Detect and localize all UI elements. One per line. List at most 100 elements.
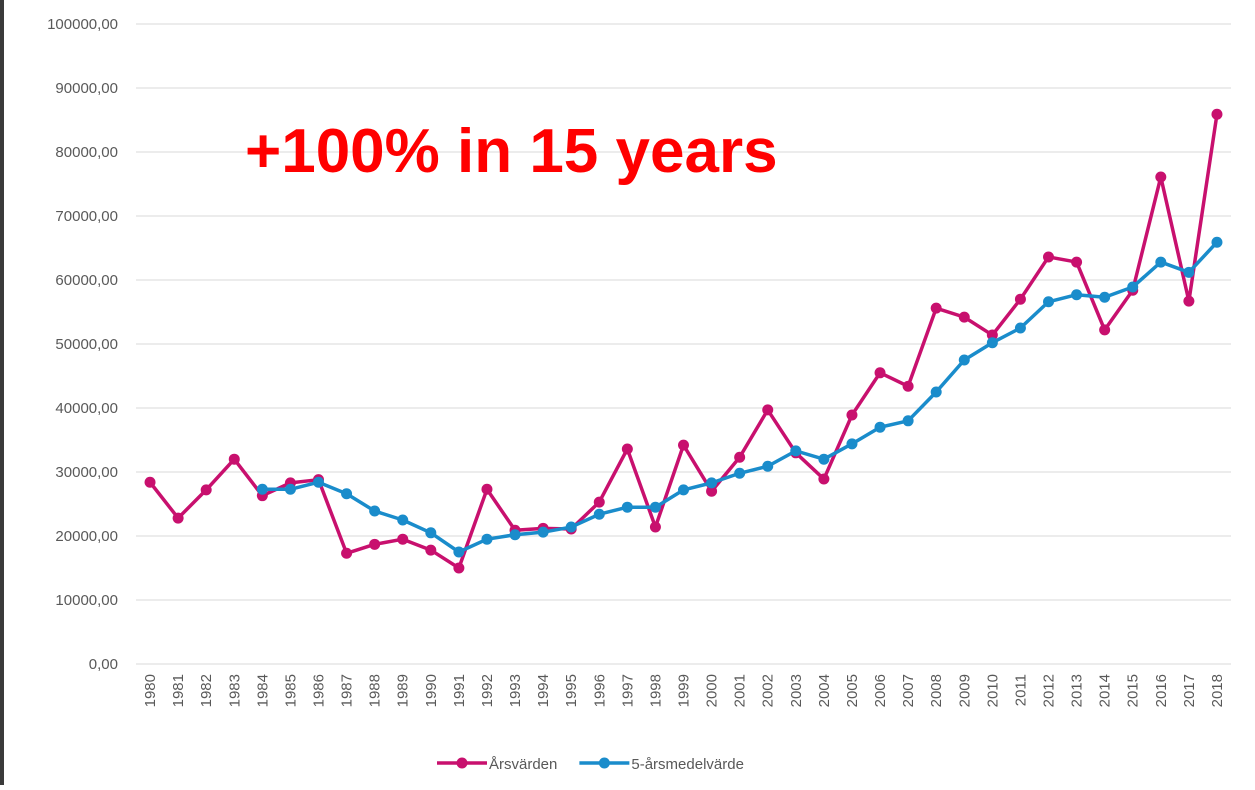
data-point [200,484,212,496]
x-tick-label: 2014 [1097,674,1114,707]
data-point [762,460,774,472]
y-tick-label: 50000,00 [55,336,118,353]
legend-label: Årsvärden [489,756,557,773]
data-point [341,488,353,500]
data-point [1183,295,1195,307]
data-point [1099,291,1111,303]
data-point [481,533,493,545]
data-point [902,380,914,392]
data-point [1155,256,1167,268]
data-point [1127,281,1139,293]
x-tick-label: 1997 [619,674,636,707]
x-tick-label: 1994 [535,674,552,707]
x-tick-label: 2005 [844,674,861,707]
y-tick-label: 40000,00 [55,400,118,417]
y-tick-label: 80000,00 [55,144,118,161]
data-point [874,367,886,379]
y-tick-label: 20000,00 [55,528,118,545]
x-tick-label: 1995 [563,674,580,707]
data-point [397,533,409,545]
data-point [425,527,437,539]
x-tick-label: 1999 [676,674,693,707]
data-point [734,467,746,479]
x-tick-label: 2009 [956,674,973,707]
data-point [228,453,240,465]
y-tick-label: 70000,00 [55,208,118,225]
data-point [256,483,268,495]
data-point [649,501,661,513]
data-point [874,421,886,433]
edge [0,0,4,785]
x-tick-label: 2000 [704,674,721,707]
x-tick-label: 1998 [647,674,664,707]
data-point [790,445,802,457]
x-tick-label: 1986 [311,674,328,707]
data-point [397,514,409,526]
x-tick-label: 2016 [1153,674,1170,707]
x-tick-label: 1981 [170,674,187,707]
data-point [986,329,998,341]
data-point [1071,256,1083,268]
x-tick-label: 1987 [339,674,356,707]
x-tick-label: 1993 [507,674,524,707]
data-point [930,302,942,314]
x-tick-label: 1992 [479,674,496,707]
data-point [706,485,718,497]
x-tick-label: 2010 [984,674,1001,707]
x-tick-label: 2013 [1069,674,1086,707]
data-point [1099,324,1111,336]
x-tick-label: 1984 [254,674,271,707]
x-tick-label: 2007 [900,674,917,707]
data-point [1211,236,1223,248]
x-tick-label: 2001 [732,674,749,707]
data-point [762,404,774,416]
x-tick-label: 2018 [1209,674,1226,707]
data-point [1014,322,1026,334]
x-tick-label: 2006 [872,674,889,707]
x-tick-label: 1982 [198,674,215,707]
legend-marker [456,757,468,769]
data-point [1043,296,1054,308]
y-tick-label: 100000,00 [47,16,118,33]
data-point [453,546,465,558]
data-point [734,451,746,463]
y-tick-label: 60000,00 [55,272,118,289]
data-point [565,521,577,533]
series-line [262,241,1219,554]
x-tick-label: 1991 [451,674,468,707]
data-point [678,439,689,451]
data-point [537,526,549,538]
data-point [930,386,942,398]
data-point [369,538,381,550]
data-point [172,512,184,524]
x-tick-label: 1990 [423,674,440,707]
data-point [341,547,353,559]
data-point [846,409,858,421]
x-tick-label: 2012 [1041,674,1058,707]
data-point [678,484,689,496]
data-point [958,311,970,323]
data-point [593,496,605,508]
legend-label: 5-årsmedelvärde [631,756,744,773]
data-point [1043,251,1054,263]
data-point [1183,266,1195,278]
data-point [958,354,970,366]
x-tick-label: 1985 [282,674,299,707]
x-tick-label: 2003 [788,674,805,707]
x-tick-label: 2008 [928,674,945,707]
data-point [1155,171,1167,183]
data-point [509,529,521,541]
y-tick-label: 90000,00 [55,80,118,97]
data-point [649,521,661,533]
data-point [144,476,156,488]
x-tick-label: 2017 [1181,674,1198,707]
x-tick-label: 1983 [226,674,243,707]
y-tick-label: 0,00 [89,656,118,673]
x-tick-label: 1980 [142,674,159,707]
annotation: +100% in 15 years [245,117,778,186]
data-point [621,501,633,513]
x-tick-label: 2002 [760,674,777,707]
data-point [818,453,830,465]
data-point [593,508,605,520]
